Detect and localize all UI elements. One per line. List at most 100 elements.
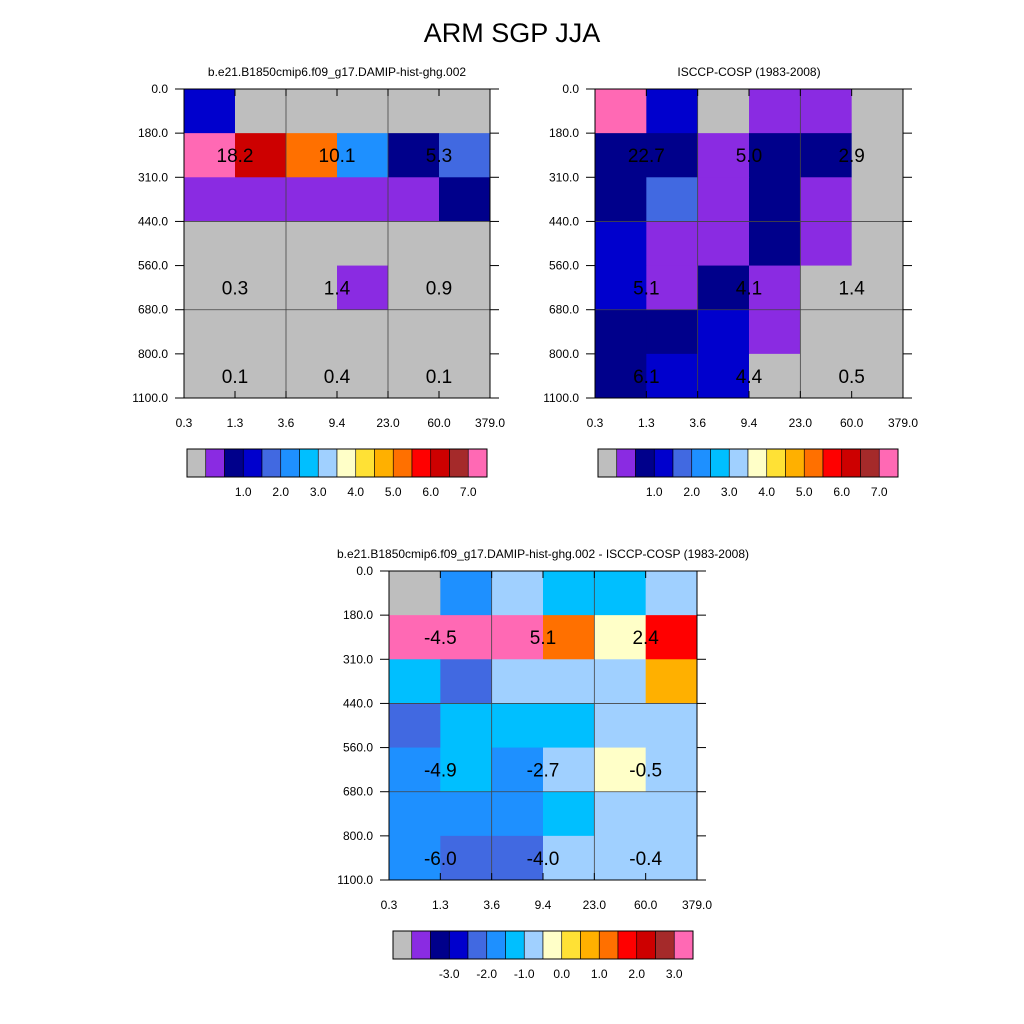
colorbar-frame [186,448,488,478]
colorbar-swatch [841,448,861,478]
heatmap-cell [235,353,287,399]
colorbar-swatch [374,448,394,478]
heatmap-cell [594,571,647,616]
x-tick-label: 379.0 [888,416,918,430]
heatmap-cell [851,309,904,355]
colorbar-label: 3.0 [310,485,327,499]
cell-value-label: 6.1 [633,367,659,388]
heatmap-cell [388,265,440,311]
cell-value-label: 1.4 [324,279,351,300]
x-tick-label: 23.0 [789,416,813,430]
heatmap-cell [645,835,698,881]
colorbar-frame [392,930,694,960]
y-tick-label: 180.0 [343,608,373,622]
x-tick-label: 3.6 [278,416,295,430]
heatmap-cell [286,177,338,222]
heatmap-cell [440,747,493,793]
heatmap-cell [851,221,904,267]
figure-title: ARM SGP JJA [423,18,601,48]
heatmap-cell [439,309,491,355]
colorbar-label: 4.0 [758,485,775,499]
colorbar-swatch [430,448,450,478]
x-tick-label: 3.6 [689,416,706,430]
y-tick-label: 440.0 [549,214,579,228]
heatmap-cell [439,221,491,267]
heatmap-cell [697,133,750,178]
heatmap-cell [646,177,699,222]
heatmap-cell [851,353,904,399]
heatmap-cell [286,309,338,355]
heatmap-cell [184,353,236,399]
heatmap-cell [851,177,904,222]
cell-value-label: 0.1 [222,367,248,388]
heatmap-cell [749,353,801,399]
heatmap-cell [235,265,287,311]
heatmap-cell [389,835,441,881]
heatmap-panel-3: b.e21.B1850cmip6.f09_g17.DAMIP-hist-ghg.… [337,547,749,981]
colorbar-label: 4.0 [347,485,364,499]
y-tick-label: 800.0 [549,347,579,361]
colorbar-swatch [803,448,824,478]
cell-value-label: 0.1 [426,367,452,388]
heatmap-cell [595,221,647,267]
colorbar-swatch [542,930,563,960]
heatmap-cell [646,221,699,267]
y-tick-label: 180.0 [138,126,168,140]
heatmap-cell [440,835,493,881]
heatmap-cell [697,177,750,222]
heatmap-cell [800,265,853,311]
y-tick-label: 1100.0 [132,391,168,405]
x-tick-label: 0.3 [381,898,398,912]
x-tick-label: 60.0 [840,416,864,430]
x-tick-label: 3.6 [483,898,500,912]
colorbar-swatch [691,448,711,478]
colorbar-swatch [448,930,469,960]
colorbar-label: 2.0 [272,485,289,499]
cell-value-label: 4.1 [736,279,762,300]
y-tick-label: 1100.0 [337,873,373,887]
colorbar-swatch [205,448,225,478]
heatmap-cell [491,571,544,616]
heatmap-cell [646,133,699,178]
heatmap-cell [389,571,441,616]
heatmap-cell [439,353,491,399]
x-tick-label: 9.4 [329,416,346,430]
cell-value-label: 5.0 [736,146,762,167]
heatmap-cell [440,791,493,837]
colorbar-label: 0.0 [553,967,570,981]
heatmap-cell [594,835,647,881]
y-tick-label: 0.0 [151,82,168,96]
x-tick-label: 60.0 [634,898,658,912]
heatmap-cell [491,615,544,660]
cell-value-label: 4.4 [736,367,763,388]
colorbar-swatch [467,930,488,960]
heatmap-cell [389,615,441,660]
heatmap-cell [543,615,595,660]
heatmap-cell [645,659,698,704]
heatmap-cell [595,177,647,222]
colorbar-swatch [785,448,805,478]
x-tick-label: 1.3 [638,416,655,430]
cell-value-label: 0.4 [324,367,351,388]
colorbar-swatch [673,930,694,960]
heatmap-cell [388,221,440,267]
heatmap-cell [439,133,491,178]
heatmap-cell [749,133,801,178]
heatmap-cell [749,221,801,267]
x-tick-label: 23.0 [583,898,607,912]
heatmap-cell [851,265,904,311]
heatmap-cell [235,89,287,134]
colorbar-label: -1.0 [514,967,535,981]
heatmap-cell [184,89,236,134]
heatmap-cell [286,221,338,267]
heatmap-cell [235,309,287,355]
colorbar-swatch [280,448,300,478]
cell-value-label: -4.9 [424,761,457,782]
heatmap-cell [800,353,853,399]
colorbar-swatch [467,448,488,478]
y-tick-label: 680.0 [343,785,373,799]
colorbar-swatch [822,448,843,478]
cell-value-label: 0.3 [222,279,248,300]
colorbar-label: -3.0 [439,967,460,981]
